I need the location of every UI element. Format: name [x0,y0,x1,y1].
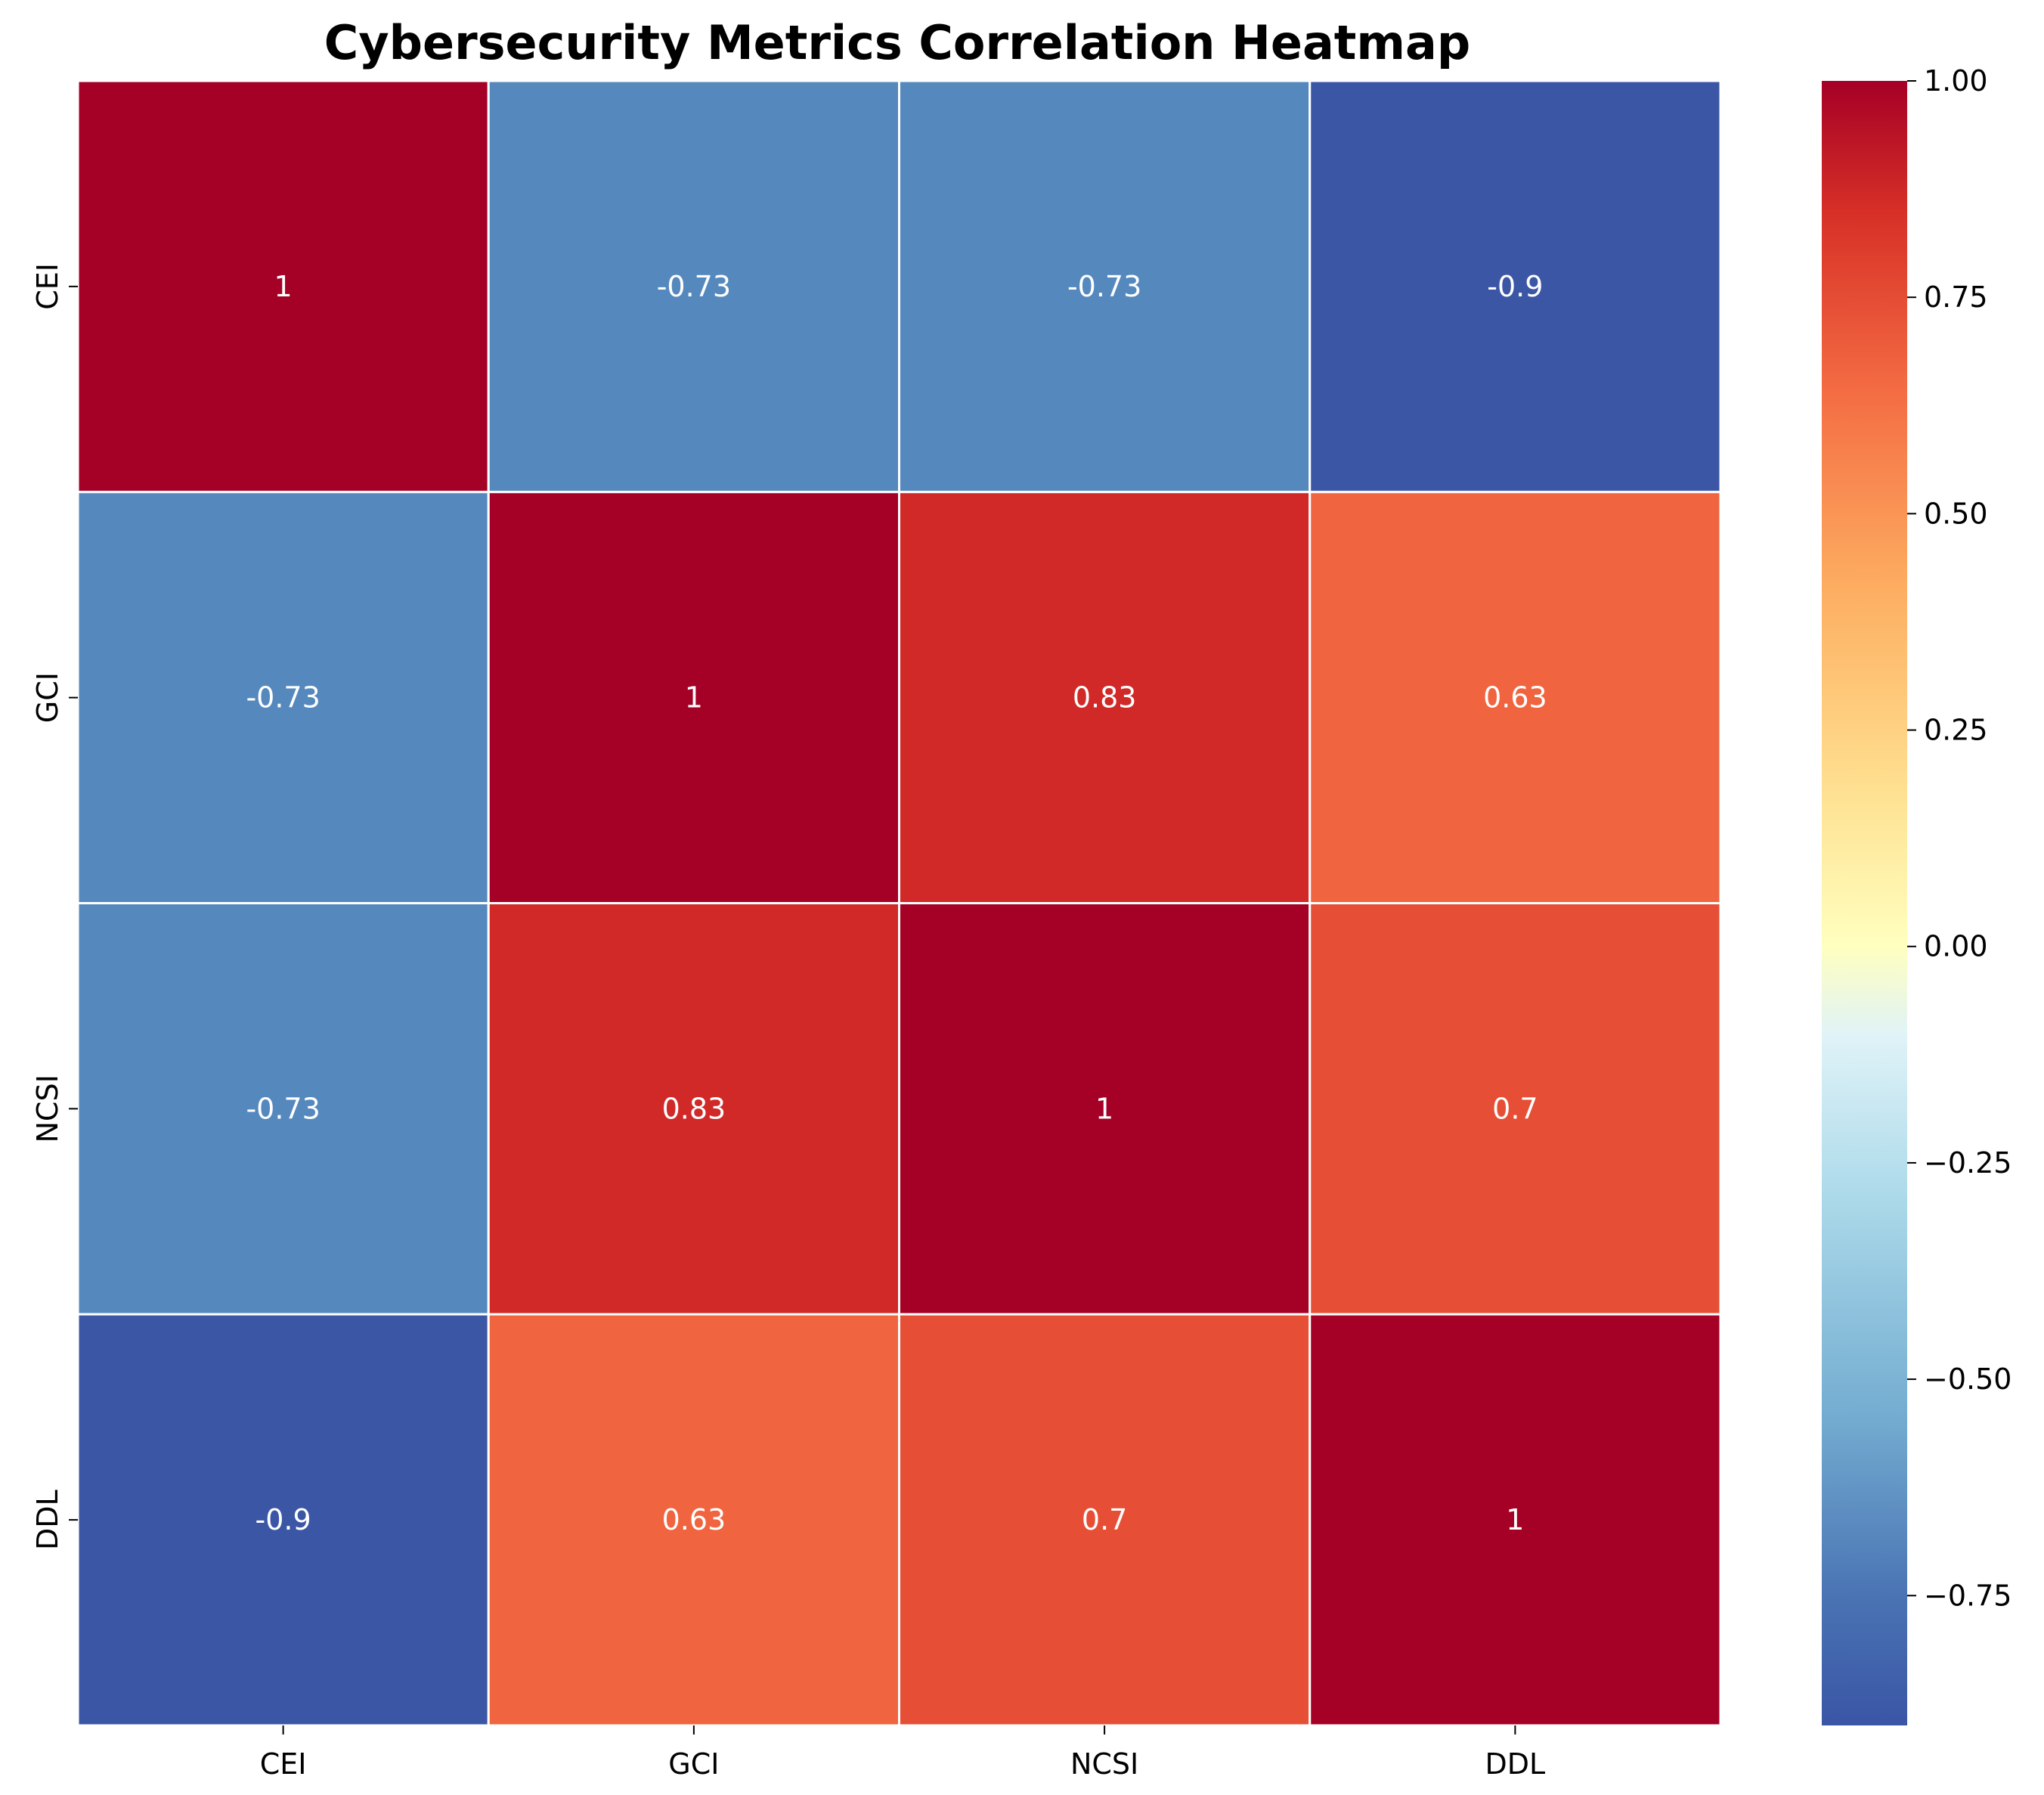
heatmap-cell-gci-ddl [1308,491,1722,904]
cell-value-label: 1 [274,270,293,303]
heatmap-cell-ddl-cei [76,1313,490,1727]
heatmap-cell-ddl-ncsi [898,1313,1312,1727]
cell-value-label: -0.73 [1067,270,1141,303]
heatmap-cell-gci-gci [487,491,900,904]
heatmap-cell-cei-gci [487,79,900,494]
colorbar-gradient [1822,81,1907,1725]
cell-value-label: 0.83 [662,1092,726,1125]
y-tick-label-ddl: DDL [31,1490,64,1550]
chart-title: Cybersecurity Metrics Correlation Heatma… [324,15,1471,70]
heatmap-cells [76,79,1722,1727]
colorbar-tick-label: 0.00 [1924,930,1988,963]
colorbar-tick-label: 0.25 [1924,714,1988,747]
heatmap-cell-ncsi-gci [487,902,900,1316]
heatmap-cell-cei-ncsi [898,79,1312,494]
cell-value-label: 0.63 [662,1503,726,1536]
cell-value-label: -0.73 [246,1092,320,1125]
x-axis-ticks: CEI GCI NCSI DDL [260,1725,1545,1781]
heatmap-cell-cei-cei [76,79,490,494]
colorbar-tick-label: −0.75 [1924,1579,2011,1612]
cell-value-label: -0.73 [246,681,320,715]
cell-value-label: 0.7 [1082,1503,1127,1536]
y-axis-ticks: CEI GCI NCSI DDL [31,263,78,1550]
heatmap-cell-cei-ddl [1308,79,1722,494]
cell-value-label: -0.73 [657,270,731,303]
colorbar-tick-label: 1.00 [1924,64,1988,98]
y-tick-label-gci: GCI [31,672,64,723]
cell-value-label: 1 [1506,1503,1524,1536]
cell-value-label: 1 [1095,1092,1113,1125]
cell-value-label: 0.83 [1073,681,1137,715]
x-tick-label-ncsi: NCSI [1070,1747,1138,1781]
colorbar-tick-label: −0.25 [1924,1146,2011,1180]
cell-annotations: 1 -0.73 -0.73 -0.9 -0.73 1 0.83 0.63 -0.73 0.83 1 0… [246,270,1547,1536]
heatmap-cell-gci-ncsi [898,491,1312,904]
cell-value-label: -0.9 [1487,270,1543,303]
heatmap-cell-ddl-gci [487,1313,900,1727]
cell-value-label: 1 [685,681,703,715]
heatmap-cell-gci-cei [76,491,490,904]
colorbar-tick-label: −0.50 [1924,1363,2011,1396]
x-tick-label-gci: GCI [668,1747,719,1781]
heatmap-cell-ddl-ddl [1308,1313,1722,1727]
colorbar-tick-label: 0.75 [1924,281,1988,314]
cell-value-label: 0.63 [1483,681,1547,715]
colorbar: 1.00 0.75 0.50 0.25 0.00 −0.25 −0.50 −0.75 [1822,64,2011,1725]
x-tick-label-ddl: DDL [1485,1747,1546,1781]
cell-value-label: -0.9 [256,1503,311,1536]
heatmap-cell-ncsi-ddl [1308,902,1722,1316]
y-tick-label-cei: CEI [31,263,64,310]
y-tick-label-ncsi: NCSI [31,1074,64,1142]
x-tick-label-cei: CEI [260,1747,307,1781]
cell-value-label: 0.7 [1492,1092,1538,1125]
colorbar-tick-label: 0.50 [1924,497,1988,530]
